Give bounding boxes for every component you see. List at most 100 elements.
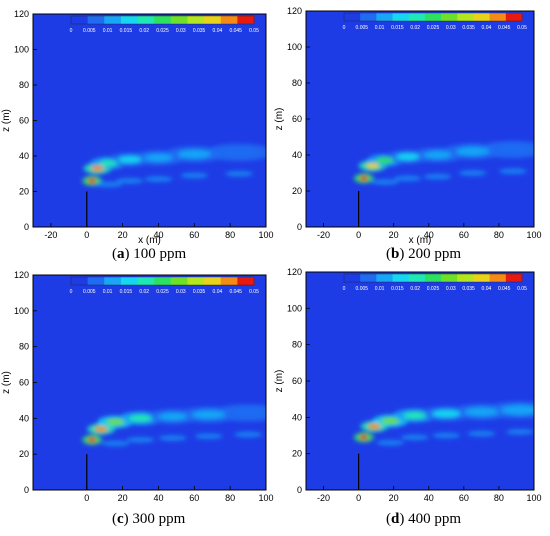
colorbar-swatch-b-6: [441, 13, 458, 21]
caption-b: (b) 200 ppm: [386, 246, 462, 262]
xtick-label-a-2: 20: [118, 230, 128, 240]
colorbar-label-d-5: 0.025: [427, 286, 440, 292]
colorbar-frame-a: [70, 15, 255, 25]
colorbar-swatch-a-6: [170, 16, 188, 24]
colorbar-label-a-5: 0.025: [156, 28, 169, 34]
colorbar-swatch-c-1: [87, 277, 105, 285]
colorbar-label-c-4: 0.02: [139, 289, 149, 295]
colorbar-label-d-9: 0.045: [498, 286, 511, 292]
colorbar-swatch-a-7: [187, 16, 205, 24]
plume-lower-c-2: [158, 435, 187, 442]
ytick-label-b-5: 100: [287, 42, 302, 52]
ytick-label-d-1: 20: [292, 449, 302, 459]
xtick-label-a-6: 100: [258, 230, 273, 240]
plume-lower-c-4: [234, 431, 263, 438]
colorbar-label-d-0: 0: [343, 286, 346, 292]
colorbar-label-d-8: 0.04: [482, 286, 492, 292]
colorbar-swatch-c-0: [71, 277, 89, 285]
colorbar-swatch-d-5: [424, 274, 442, 282]
caption-c-label: c: [117, 511, 124, 527]
plume-lower-a-2: [144, 176, 173, 183]
colorbar-label-a-9: 0.045: [229, 28, 242, 34]
plume-core-d-4: [432, 409, 461, 418]
colorbar-label-d-4: 0.02: [410, 286, 420, 292]
xtick-label-d-1: 0: [356, 493, 361, 503]
colorbar-swatch-b-8: [473, 13, 491, 21]
xtick-label-c-3: 60: [189, 493, 199, 503]
colorbar-swatch-d-3: [392, 274, 410, 282]
plume-core-a-3: [118, 155, 142, 164]
colorbar-label-c-8: 0.04: [213, 289, 223, 295]
xlabel-b: x (m): [409, 235, 432, 246]
xtick-label-d-6: 100: [526, 493, 541, 503]
colorbar-swatch-d-7: [457, 274, 474, 282]
panel-c: 0 20 40 60 80 100 120 0 20 40 60 80 100 z (m) 0 0.005 0.…: [1, 270, 274, 503]
colorbar-label-d-2: 0.01: [375, 286, 385, 292]
plume-core-c-0: [88, 437, 97, 443]
ytick-label-d-2: 40: [292, 412, 302, 422]
xtick-label-a-4: 60: [189, 230, 199, 240]
xtick-label-a-0: -20: [44, 230, 57, 240]
colorbar-swatch-a-0: [71, 16, 89, 24]
caption-d-text: 400 ppm: [408, 511, 462, 527]
colorbar-swatch-c-7: [187, 277, 205, 285]
colorbar-label-b-6: 0.03: [446, 25, 456, 31]
plume-lower-a-1: [115, 177, 144, 184]
plume-core-c-2: [106, 418, 125, 426]
plume-core-d-1: [367, 423, 381, 430]
colorbar-swatch-b-9: [489, 13, 507, 21]
xtick-label-b-2: 20: [389, 230, 399, 240]
ylabel-c: z (m): [1, 371, 12, 394]
colorbar-label-d-1: 0.005: [356, 286, 369, 292]
caption-b-text: 200 ppm: [408, 246, 462, 262]
xtick-label-a-5: 80: [225, 230, 235, 240]
colorbar-label-a-1: 0.005: [83, 28, 96, 34]
xtick-label-a-1: 0: [84, 230, 89, 240]
caption-c: (c) 300 ppm: [112, 511, 186, 527]
colorbar-label-c-3: 0.015: [120, 289, 133, 295]
colorbar-label-a-4: 0.02: [139, 28, 149, 34]
colorbar-swatch-d-4: [408, 274, 426, 282]
colorbar-swatch-a-9: [220, 16, 238, 24]
caption-c-text: 300 ppm: [132, 511, 186, 527]
plume-core-b-6: [493, 144, 532, 155]
colorbar-swatch-d-9: [489, 274, 507, 282]
ytick-label-b-0: 0: [297, 222, 302, 232]
xtick-label-a-3: 40: [153, 230, 163, 240]
panel-d: 0 20 40 60 80 100 120 -20 0 20 40 60 80 100 z (m) 0 0.00…: [274, 267, 542, 503]
colorbar-label-b-10: 0.05: [517, 25, 527, 31]
ytick-label-c-3: 60: [19, 378, 29, 388]
plume-lower-b-2: [423, 173, 452, 180]
ytick-label-d-5: 100: [287, 303, 302, 313]
colorbar-label-a-10: 0.05: [249, 28, 259, 34]
colorbar-label-a-0: 0: [70, 28, 73, 34]
ytick-label-c-4: 80: [19, 342, 29, 352]
colorbar-swatch-b-4: [408, 13, 426, 21]
caption-d: (d) 400 ppm: [386, 511, 462, 527]
plume-core-b-5: [456, 146, 490, 156]
ytick-label-d-4: 80: [292, 340, 302, 350]
plot-area-d: [306, 272, 534, 490]
colorbar-label-d-10: 0.05: [517, 286, 527, 292]
colorbar-swatch-b-0: [344, 13, 361, 21]
colorbar-label-c-10: 0.05: [249, 289, 259, 295]
colorbar-frame-c: [70, 276, 255, 286]
xtick-label-c-0: 0: [84, 493, 89, 503]
xtick-label-c-4: 80: [225, 493, 235, 503]
ytick-label-d-3: 60: [292, 376, 302, 386]
colorbar-swatch-a-3: [120, 16, 139, 24]
colorbar-swatch-b-2: [376, 13, 394, 21]
xtick-label-d-3: 40: [424, 493, 434, 503]
colorbar-swatch-a-2: [104, 16, 122, 24]
colorbar-label-b-4: 0.02: [410, 25, 420, 31]
caption-a: (a) 100 ppm: [112, 246, 187, 262]
xtick-label-d-0: -20: [317, 493, 330, 503]
colorbar-label-b-8: 0.04: [482, 25, 492, 31]
ytick-label-b-4: 80: [292, 78, 302, 88]
colorbar-swatch-b-5: [424, 13, 442, 21]
xtick-label-c-1: 20: [118, 493, 128, 503]
xtick-label-b-3: 40: [424, 230, 434, 240]
colorbar-label-a-2: 0.01: [103, 28, 113, 34]
colorbar-label-d-6: 0.03: [446, 286, 456, 292]
plot-area-a: [33, 14, 266, 227]
